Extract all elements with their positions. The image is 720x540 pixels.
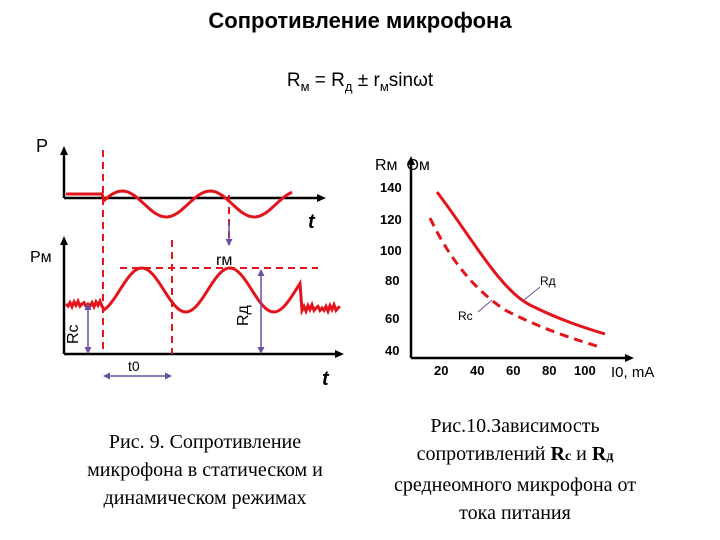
rm-axis-label: Pм <box>30 249 52 266</box>
formula-s1: м <box>300 79 310 94</box>
p-label: P <box>36 136 48 156</box>
fig10-caption-line1: Рис.10.Зависимость <box>430 415 600 437</box>
curve-rc-pointer <box>477 299 493 313</box>
fig10-caption-line3: среднеомного микрофона от <box>393 474 637 496</box>
curve-rd-pointer <box>523 286 541 301</box>
fig9-caption-line3: динамическом режимах <box>103 487 307 509</box>
fig10: Rм Ом I0, mA 140 120 100 80 60 40 20 40 … <box>375 156 654 381</box>
fig10-caption-line2: сопротивлений Rс и Rд <box>365 440 665 471</box>
y-tick-60: 60 <box>385 311 399 326</box>
x-tick-80: 80 <box>542 363 556 378</box>
formula-r1: R <box>286 70 301 91</box>
rd-label: Rд <box>235 304 252 326</box>
formula-r3: r <box>373 70 380 91</box>
x-tick-40: 40 <box>470 363 484 378</box>
fig9: P t Pм t rм Rд Rc t0 <box>30 136 344 390</box>
fig10-y-label: Rм Ом <box>375 157 430 174</box>
formula-s3: м <box>379 79 389 94</box>
fig10-caption-and: и <box>571 443 592 465</box>
fig10-caption-line4: тока питания <box>459 502 571 524</box>
fig9-caption: Рис. 9. Сопротивление микрофона в статич… <box>55 428 355 512</box>
formula-tail: sinωt <box>388 70 434 91</box>
x-tick-60: 60 <box>506 363 520 378</box>
y-tick-120: 120 <box>380 212 402 227</box>
fig10-caption-rc-sub: с <box>564 449 572 464</box>
resistance-curve <box>64 266 341 316</box>
fig10-caption: Рис.10.Зависимость сопротивлений Rс и Rд… <box>365 412 665 527</box>
x-tick-20: 20 <box>434 363 448 378</box>
fig10-caption-rd: R <box>591 443 607 465</box>
fig9-caption-line2: микрофона в статическом и <box>87 459 323 481</box>
t-label-bottom: t <box>322 368 330 390</box>
y-tick-80: 80 <box>385 273 399 288</box>
curve-rd-label: Rд <box>540 274 556 288</box>
t-label-top: t <box>308 211 316 233</box>
formula-pm: ± <box>352 70 374 91</box>
fig10-caption-rc: R <box>550 443 565 465</box>
fig10-caption-line2a: сопротивлений <box>416 443 551 465</box>
fig10-x-label: I0, mA <box>611 364 654 381</box>
formula-r2: R <box>331 70 345 91</box>
t0-label: t0 <box>128 358 140 374</box>
curve-rd <box>435 191 606 336</box>
formula: Rм = Rд ± rмsinωt <box>0 70 720 94</box>
rm-amp-label: rм <box>216 252 232 269</box>
fig10-caption-rd-sub: д <box>606 449 614 464</box>
y-tick-100: 100 <box>380 243 402 258</box>
formula-eq: = <box>309 70 332 91</box>
y-tick-140: 140 <box>380 180 402 195</box>
y-tick-40: 40 <box>385 343 399 358</box>
x-tick-100: 100 <box>574 363 596 378</box>
pressure-curve <box>66 189 293 219</box>
curve-rc <box>428 217 601 349</box>
formula-s2: д <box>344 79 353 94</box>
page-title: Сопротивление микрофона <box>208 8 512 33</box>
fig9-caption-line1: Рис. 9. Сопротивление <box>108 431 302 453</box>
rc-label: Rc <box>65 324 82 344</box>
curve-rc-label: Rc <box>458 309 473 323</box>
